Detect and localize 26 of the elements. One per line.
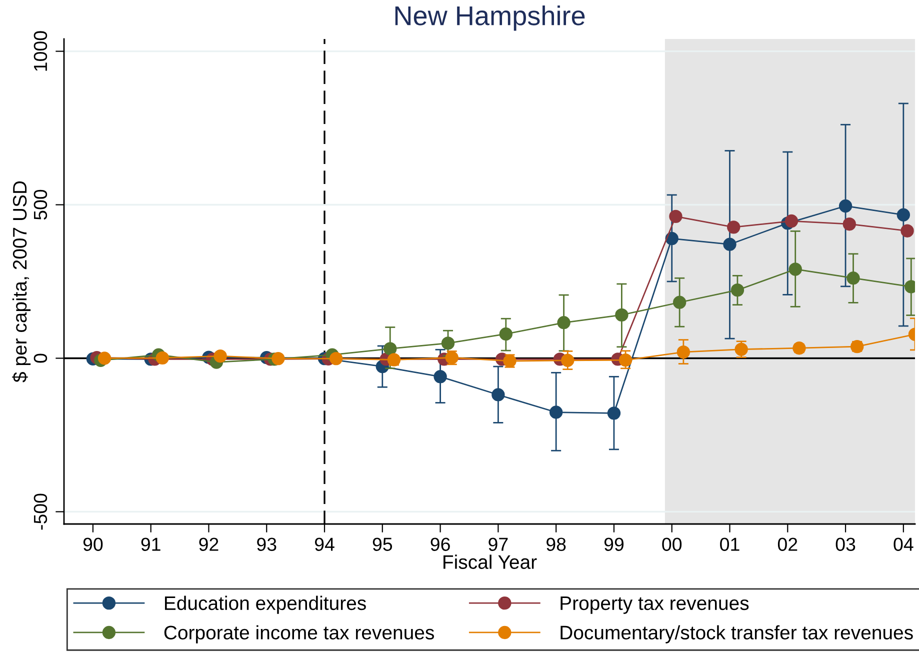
x-tick-label: 93 — [257, 538, 276, 551]
x-tick-label: 91 — [141, 538, 160, 551]
x-tick-label: 94 — [314, 538, 334, 551]
y-tick-label: 0 — [34, 354, 48, 363]
x-tick-label: 97 — [488, 538, 508, 551]
y-tick-label: 500 — [34, 190, 48, 220]
x-tick-label: 98 — [546, 538, 566, 551]
chart-title: New Hampshire — [395, 5, 585, 31]
x-tick-label: 03 — [836, 538, 856, 551]
legend-label: Documentary/stock transfer tax revenues — [560, 625, 913, 644]
x-tick-label: 95 — [372, 538, 392, 551]
legend-label: Education expenditures — [164, 596, 366, 614]
legend-label: Corporate income tax revenues — [164, 625, 434, 644]
x-tick-label: 90 — [83, 538, 103, 551]
x-axis-title: Fiscal Year — [444, 554, 537, 569]
x-tick-label: 99 — [604, 538, 624, 551]
y-tick-label: -500 — [34, 494, 48, 530]
x-tick-label: 04 — [894, 538, 914, 551]
x-tick-label: 92 — [199, 538, 218, 551]
legend-label: Property tax revenues — [560, 596, 749, 614]
x-tick-label: 96 — [430, 538, 450, 551]
x-tick-label: 00 — [662, 538, 682, 551]
x-tick-label: 01 — [720, 538, 740, 551]
y-axis-title: $ per capita, 2007 USD — [12, 181, 31, 382]
x-tick-label: 02 — [778, 538, 798, 551]
y-tick-label: 1000 — [34, 31, 48, 71]
